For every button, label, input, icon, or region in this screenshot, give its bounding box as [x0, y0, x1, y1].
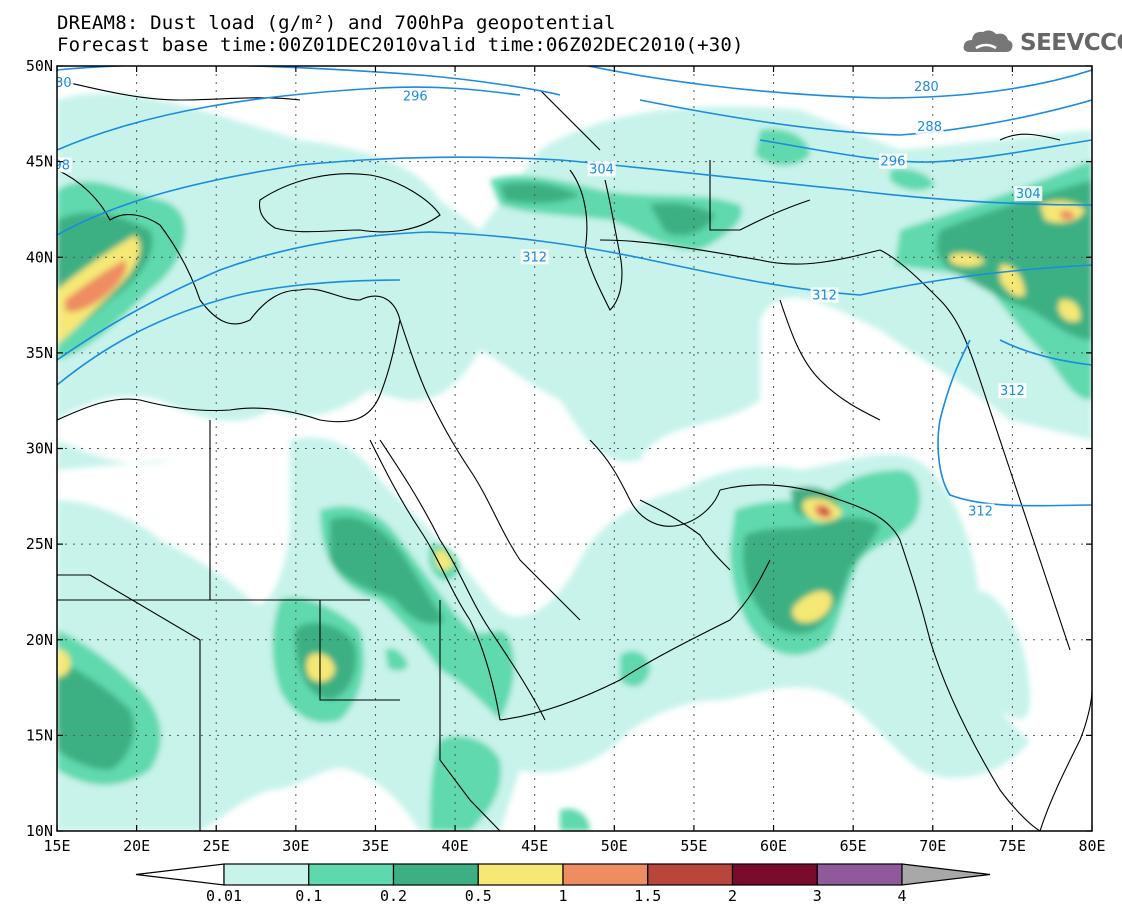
seevccc-logo: SEEVCCC: [962, 28, 1122, 58]
contour-label: 304: [1016, 187, 1041, 202]
x-tick-label: 15E: [43, 837, 70, 855]
y-tick-label: 35N: [26, 344, 53, 362]
x-tick-label: 55E: [680, 837, 707, 855]
contour-label: 288: [917, 120, 942, 135]
colorbar-segment: [901, 863, 991, 886]
cloud-icon: [962, 28, 1014, 58]
logo-text: SEEVCCC: [1020, 30, 1122, 56]
y-axis-ticks: 10N 15N 20N 25N 30N 35N 40N 45N 50N: [26, 57, 1092, 840]
y-tick-label: 25N: [26, 535, 53, 553]
contour-label: 312: [1000, 384, 1025, 399]
y-tick-label: 50N: [26, 57, 53, 75]
contour-label-bg: [966, 503, 995, 519]
colorbar-segment: [223, 863, 310, 886]
geopotential-contours: [57, 66, 1092, 507]
x-tick-label: 40E: [442, 837, 469, 855]
contour-label: 312: [522, 250, 547, 265]
y-tick-label: 40N: [26, 248, 53, 266]
colorbar-label: 0.5: [465, 887, 492, 905]
y-tick-label: 15N: [26, 726, 53, 744]
plot-area: 280 288 296 296 304 304 312 312 312 312 30 98: [54, 66, 1092, 831]
x-tick-label: 60E: [760, 837, 787, 855]
contour-label-bg: [57, 75, 74, 91]
colorbar: 0.01 0.1 0.2 0.5 1 1.5 2 3 4: [135, 863, 991, 905]
colorbar-segment: [816, 863, 903, 886]
y-tick-label: 20N: [26, 631, 53, 649]
contour-label-bg: [520, 249, 549, 265]
colorbar-label: 1.5: [634, 887, 661, 905]
x-tick-label: 70E: [919, 837, 946, 855]
x-tick-label: 35E: [362, 837, 389, 855]
x-tick-label: 30E: [282, 837, 309, 855]
contour-label-bg: [587, 161, 616, 177]
contour-label-bg: [912, 79, 941, 95]
contour-label-bg: [878, 153, 907, 169]
contour-label: 312: [968, 505, 993, 520]
contour-label: 312: [812, 289, 837, 304]
contour-label-bg: [915, 119, 944, 135]
colorbar-segment: [308, 863, 395, 886]
contour-label: 296: [881, 155, 906, 170]
dust-level-1-5: [820, 507, 830, 515]
colorbar-segment: [477, 863, 564, 886]
colorbar-label: 3: [813, 887, 822, 905]
contour-label: 98: [54, 158, 71, 173]
contour-label: 280: [914, 80, 939, 95]
x-tick-label: 50E: [601, 837, 628, 855]
y-tick-label: 10N: [26, 822, 53, 840]
colorbar-segment: [562, 863, 649, 886]
contour-label-bg: [810, 287, 839, 303]
x-tick-label: 65E: [840, 837, 867, 855]
map-title-line2: Forecast base time:00Z01DEC2010valid tim…: [57, 34, 744, 56]
colorbar-label: 1: [558, 887, 567, 905]
colorbar-label: 0.01: [206, 887, 242, 905]
colorbar-segment: [647, 863, 734, 886]
contour-label: 30: [55, 76, 72, 91]
colorbar-label: 2: [728, 887, 737, 905]
contour-labels: 280 288 296 296 304 304 312 312 312 312 30 98: [54, 75, 1043, 520]
colorbar-label: 0.1: [295, 887, 322, 905]
colorbar-label: 4: [897, 887, 906, 905]
x-tick-label: 75E: [999, 837, 1026, 855]
y-tick-label: 45N: [26, 153, 53, 171]
map-title-line1: DREAM8: Dust load (g/m²) and 700hPa geop…: [57, 12, 616, 34]
contour-label: 296: [403, 90, 428, 105]
colorbar-segment: [392, 863, 479, 886]
contour-label-bg: [401, 88, 430, 104]
x-tick-label: 20E: [123, 837, 150, 855]
y-tick-label: 30N: [26, 440, 53, 458]
colorbar-segment: [135, 863, 225, 886]
x-axis-ticks: 15E 20E 25E 30E 35E 40E 45E 50E 55E 60E 65E 70E 75E 8…: [43, 66, 1106, 855]
colorbar-label: 0.2: [380, 887, 407, 905]
contour-label-bg: [1014, 186, 1043, 202]
contour-label: 304: [589, 162, 614, 177]
x-tick-label: 80E: [1078, 837, 1105, 855]
x-tick-label: 45E: [521, 837, 548, 855]
contour-label-bg: [998, 383, 1027, 399]
colorbar-segment: [731, 863, 818, 886]
dust-load-field: [57, 93, 1092, 831]
x-tick-label: 25E: [203, 837, 230, 855]
